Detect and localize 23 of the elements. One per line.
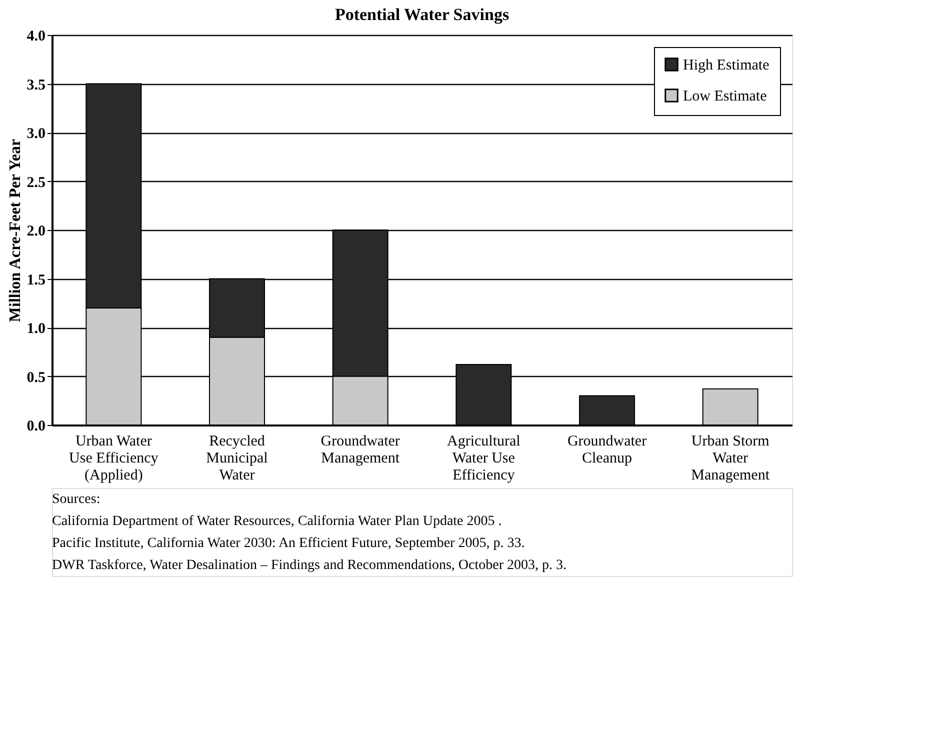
legend-label: Low Estimate <box>683 88 768 104</box>
y-tick-label: 0.0 <box>26 418 46 434</box>
y-axis-title: Million Acre-Feet Per Year <box>6 138 24 322</box>
chart-title: Potential Water Savings <box>334 5 510 24</box>
legend-label: High Estimate <box>683 58 770 74</box>
y-tick-label: 0.5 <box>26 370 46 386</box>
source-note: Sources: <box>52 492 100 507</box>
x-tick-label: Urban Storm Water Management <box>691 434 770 484</box>
y-tick-label: 2.0 <box>26 224 46 240</box>
x-tick-label: Urban Water Use Efficiency (Applied) <box>69 434 159 484</box>
y-tick-label: 2.5 <box>26 174 46 191</box>
y-tick-label: 1.0 <box>26 321 46 337</box>
text: DWR Taskforce, Water Desalination – Findings and Recommendations, October 2003, p. 3. <box>52 558 566 573</box>
text: California Department of Water Resources, California Water Plan Update 2005 . <box>52 514 502 529</box>
y-tick-label: 3.0 <box>26 126 46 142</box>
x-tick-label: Groundwater Management <box>320 434 400 466</box>
x-tick-label: Groundwater Cleanup <box>567 434 647 466</box>
y-tick-label: 1.5 <box>26 272 46 288</box>
x-tick-label: Recycled Municipal Water <box>206 434 268 484</box>
y-tick-label: 4.0 <box>26 28 46 44</box>
y-tick-label: 3.5 <box>26 77 46 94</box>
x-tick-label: Agricultural Water Use Efficiency <box>447 434 520 484</box>
text: Pacific Institute, California Water 2030: An Efficient Future, September 2005, p. 33. <box>52 536 525 551</box>
